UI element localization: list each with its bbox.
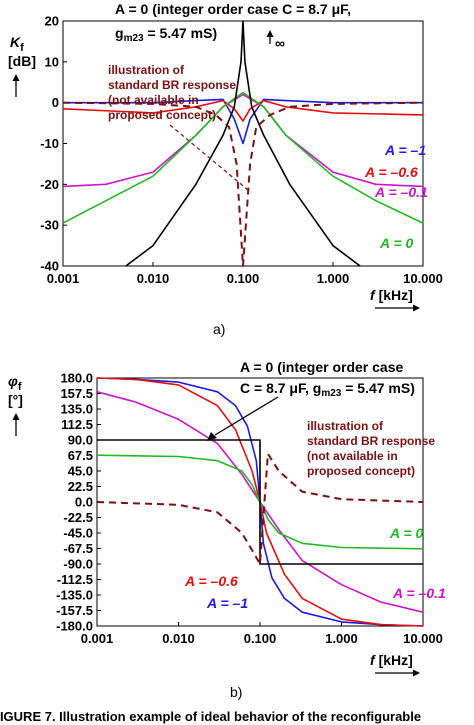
series-label: A = –1	[384, 142, 426, 158]
y-tick-label: 20	[45, 14, 59, 29]
br-note-line: (not available in	[307, 449, 398, 463]
y-tick-label: -10	[40, 136, 59, 151]
series-line-A06-a	[62, 99, 424, 122]
br-note-line: illustration of	[108, 63, 185, 77]
y-tick-label: -112.5	[57, 572, 93, 587]
series-label: A = 0	[379, 235, 414, 251]
header-line-1: A = 0 (integer order case	[240, 359, 403, 375]
y-tick-label: -30	[40, 218, 59, 233]
y-tick-label: -180.0	[56, 619, 93, 634]
br-note-line: proposed concept)	[108, 108, 216, 122]
x-axis-arrow-head	[413, 669, 420, 677]
series-label: A = –0.1	[374, 184, 428, 200]
chart-panel-a: 0.001 0.010 0.100 1.000 10.000 20 10 0 -10 -20 -30…	[8, 1, 443, 337]
y-tick-label: -135.0	[56, 588, 93, 603]
header-line-1: A = 0 (integer order case C = 8.7 μF,	[115, 1, 351, 17]
header-pointer	[214, 396, 279, 436]
y-tick-label: -67.5	[63, 541, 93, 556]
series-line-standard-br-a	[62, 101, 424, 267]
y-axis-symbol: Kf	[10, 34, 24, 54]
header-line-2: gm23 = 5.47 mS)	[115, 25, 217, 44]
header-line-2: C = 8.7 μF, gm23 = 5.47 mS)	[240, 380, 415, 399]
br-note-line: (not available in	[108, 93, 199, 107]
panel-caption: b)	[230, 684, 242, 700]
y-tick-label: 45.0	[68, 464, 93, 479]
y-tick-label: -40	[40, 259, 59, 274]
y-axis-symbol: φf	[8, 373, 22, 393]
series-line-A01-a	[62, 93, 424, 188]
br-note-line: standard BR response	[108, 78, 236, 92]
y-tick-label: 135.0	[60, 402, 93, 417]
series-line-standard-br-b	[96, 452, 424, 565]
x-tick-label: 0.001	[81, 631, 114, 646]
y-tick-label: -90.0	[63, 557, 93, 572]
y-tick-label: 0.0	[75, 495, 93, 510]
series-label: A = –0.6	[184, 573, 238, 589]
y-tick-label: -22.5	[63, 510, 93, 525]
series-label: A = –0.1	[392, 585, 446, 601]
series-label: A = –0.6	[364, 164, 418, 180]
x-tick-label: 0.001	[47, 271, 80, 286]
x-tick-label: 0.100	[244, 631, 277, 646]
y-tick-label: 22.5	[68, 479, 93, 494]
y-axis-unit: [dB]	[8, 53, 36, 69]
y-tick-label: -45.0	[63, 526, 93, 541]
x-tick-label: 0.010	[162, 631, 195, 646]
y-tick-label: 10	[45, 54, 59, 69]
chart-panel-b: 0.001 0.010 0.100 1.000 10.000 180.0157.5135.…	[8, 359, 446, 700]
series-line-integer-order-b	[97, 439, 423, 565]
infinity-arrow-head	[266, 30, 274, 37]
y-tick-label: 180.0	[60, 371, 93, 386]
series-line-A1-a	[63, 98, 423, 145]
br-note-line: proposed concept)	[307, 464, 415, 478]
br-note-line: illustration of	[307, 419, 384, 433]
x-axis-arrow-head	[413, 304, 420, 312]
x-tick-label: 1.000	[317, 271, 350, 286]
x-axis-label: f [kHz]	[370, 287, 413, 303]
y-axis-unit: [°]	[8, 392, 23, 408]
y-tick-label: -20	[40, 177, 59, 192]
x-tick-label: 10.000	[403, 271, 443, 286]
y-tick-label: 67.5	[68, 448, 93, 463]
y-tick-label: 0	[52, 95, 59, 110]
x-tick-label: 10.000	[403, 631, 443, 646]
figure-caption: FIGURE 7. Illustration example of ideal …	[0, 709, 421, 724]
x-tick-label: 1.000	[325, 631, 358, 646]
series-label: A = –1	[206, 595, 248, 611]
x-axis-label: f [kHz]	[370, 652, 413, 668]
series-line-A0-a	[62, 91, 424, 224]
y-tick-label: 90.0	[68, 433, 93, 448]
y-axis-arrow-head	[12, 413, 20, 420]
note-pointer	[169, 124, 249, 191]
x-tick-label: 0.010	[137, 271, 170, 286]
header-pointer-head	[207, 432, 217, 441]
y-tick-label: 112.5	[61, 417, 93, 432]
infinity-label: ∞	[275, 35, 285, 51]
series-label: A = 0	[389, 525, 424, 541]
br-note-line: standard BR response	[307, 434, 435, 448]
series-line-integer-order-a	[125, 20, 361, 267]
y-tick-label: 157.5	[60, 386, 93, 401]
y-tick-label: -157.5	[56, 603, 93, 618]
panel-caption: a)	[213, 321, 225, 337]
x-tick-label: 0.100	[227, 271, 260, 286]
y-axis-arrow-head	[12, 74, 20, 81]
